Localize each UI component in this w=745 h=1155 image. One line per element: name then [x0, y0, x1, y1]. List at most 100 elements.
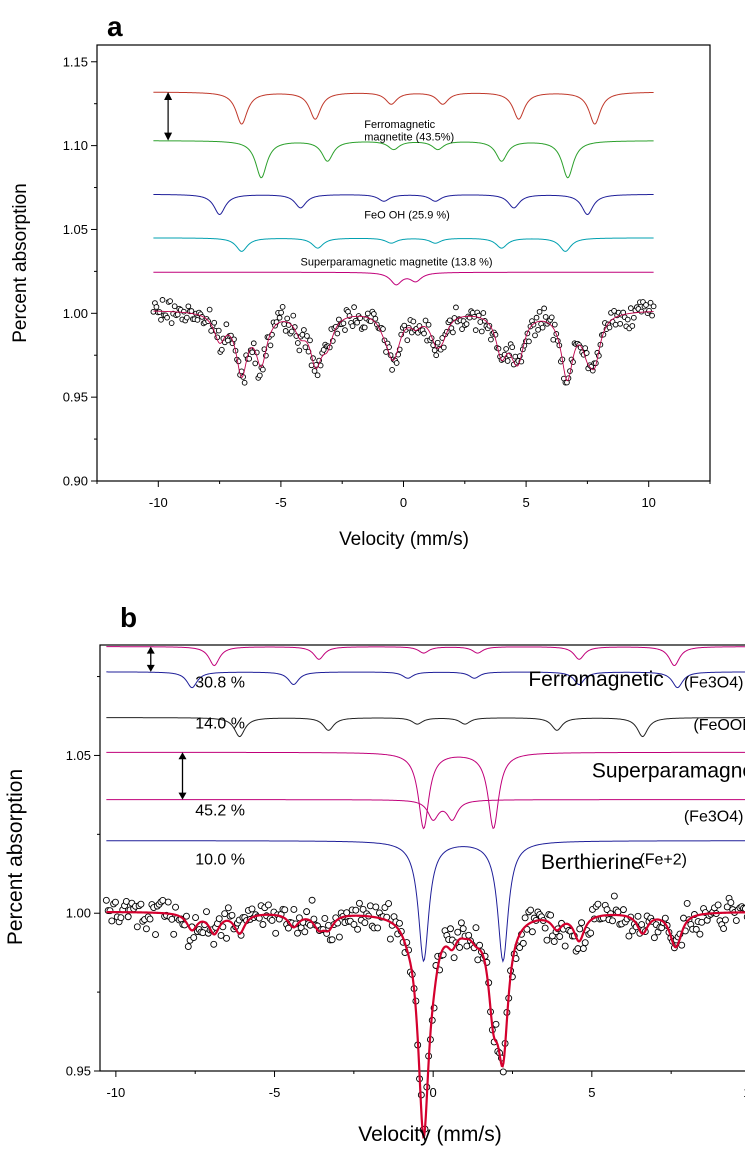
x-tick-label: 10 [641, 495, 655, 510]
data-point [532, 332, 538, 339]
data-point [512, 353, 519, 360]
data-point [404, 337, 411, 344]
y-tick-label: 1.00 [63, 306, 88, 321]
data-point [334, 330, 341, 337]
data-point [302, 344, 309, 351]
data-point [576, 925, 584, 933]
data-point [290, 312, 297, 319]
panel-a: a -10 -5 0 5 10 0.90 0.95 1.00 1.05 1.10 1.15 Ferr… [10, 11, 711, 550]
data-point [542, 314, 549, 320]
data-point [133, 923, 141, 931]
fit-line [153, 310, 654, 382]
data-point [158, 316, 164, 323]
data-point [556, 933, 564, 940]
data-point [723, 903, 731, 911]
annotation-label: FeO OH (25.9 %) [364, 210, 450, 222]
data-point [188, 308, 195, 314]
data-point [284, 315, 291, 322]
data-point [541, 924, 549, 932]
arrow-head-up [146, 646, 155, 654]
data-point [543, 936, 551, 944]
data-point [164, 314, 170, 321]
data-point [372, 315, 379, 322]
data-point [183, 912, 190, 920]
data-point [228, 911, 236, 919]
annotation-label: (Fe+2) [639, 851, 687, 868]
y-tick-label: 0.95 [63, 390, 88, 405]
data-point [606, 324, 613, 331]
data-point [310, 915, 318, 923]
fit-line [106, 910, 745, 1139]
annotation-label: Superparamagnetic [592, 760, 745, 783]
data-point [741, 905, 745, 913]
panel-b: b -10 -5 0 5 10 0.95 1.00 1.05 30.8 % Ferromagne… [4, 602, 745, 1146]
data-point [386, 935, 394, 943]
data-point [335, 933, 343, 941]
x-tick-label: 5 [588, 1085, 595, 1100]
data-point [211, 319, 218, 326]
annotation-label: (Fe3O4) [684, 809, 744, 826]
data-point [320, 347, 327, 353]
data-point [714, 901, 722, 909]
annotation-label: (Fe3O4) [684, 675, 744, 692]
data-point [349, 323, 356, 329]
data-point [296, 347, 303, 354]
data-point [180, 308, 187, 315]
data-point [314, 372, 321, 379]
panel-b-fit-curve [106, 910, 745, 1139]
panel-b-x-axis-label: Velocity (mm/s) [358, 1123, 502, 1146]
data-point [281, 906, 289, 914]
component-curve-4 [106, 751, 745, 830]
data-point [440, 344, 447, 351]
data-point [223, 321, 230, 328]
data-point [351, 304, 357, 311]
panel-a-letter: a [107, 11, 123, 42]
data-point [159, 297, 166, 303]
data-point [170, 930, 178, 938]
data-point [533, 314, 540, 321]
data-point [594, 900, 602, 908]
data-point [539, 324, 546, 331]
data-point [535, 326, 541, 333]
component-curve-1 [106, 646, 745, 667]
data-point [476, 941, 484, 949]
data-point [185, 303, 192, 310]
data-point [509, 344, 516, 351]
data-point [583, 350, 590, 356]
data-point [218, 346, 225, 353]
data-point [311, 368, 318, 374]
data-point [488, 336, 494, 343]
data-point [463, 942, 471, 950]
data-point [249, 349, 256, 356]
data-point [194, 317, 201, 323]
data-point [570, 359, 576, 365]
data-point [617, 320, 624, 327]
data-point [389, 367, 395, 373]
data-point [250, 340, 257, 347]
x-tick-label: 5 [522, 495, 529, 510]
data-point [477, 319, 484, 325]
x-tick-label: -10 [149, 495, 168, 510]
data-point [215, 915, 223, 923]
data-point [630, 314, 637, 321]
data-point [124, 913, 132, 921]
data-point [164, 898, 172, 906]
data-point [463, 321, 470, 327]
data-point [581, 939, 589, 947]
panel-b-data-points [102, 892, 745, 1134]
data-point [447, 317, 453, 324]
annotation-label: 45.2 % [195, 802, 245, 819]
data-point [579, 945, 587, 953]
data-point [210, 940, 218, 948]
panel-a-fit-curve [153, 310, 654, 382]
data-point [506, 352, 513, 359]
data-point [561, 942, 569, 950]
y-tick-label: 1.10 [63, 138, 88, 153]
data-point [619, 906, 627, 914]
data-point [167, 298, 173, 304]
data-point [396, 919, 403, 927]
annotation-label: magnetite (43.5%) [364, 132, 454, 144]
data-point [108, 917, 116, 925]
data-point [527, 906, 535, 914]
data-point [301, 327, 307, 333]
